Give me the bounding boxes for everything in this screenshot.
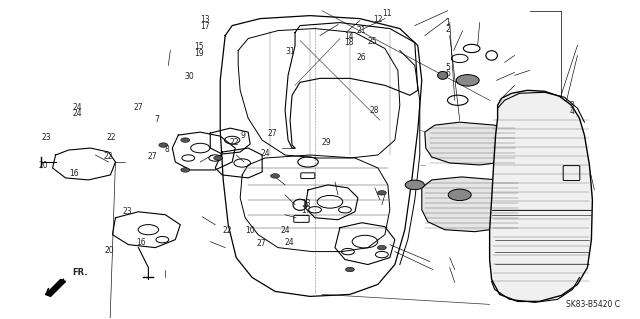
Text: 14: 14 xyxy=(344,32,353,41)
Circle shape xyxy=(405,180,424,190)
Ellipse shape xyxy=(438,71,448,79)
Circle shape xyxy=(159,143,168,147)
Text: 7: 7 xyxy=(155,115,159,124)
Text: 31: 31 xyxy=(285,47,295,56)
Text: 21: 21 xyxy=(356,26,366,35)
Polygon shape xyxy=(422,177,518,232)
Text: 27: 27 xyxy=(147,152,157,161)
Text: 30: 30 xyxy=(184,72,194,81)
Text: 4: 4 xyxy=(570,108,575,116)
Circle shape xyxy=(456,75,479,86)
Text: 9: 9 xyxy=(241,131,246,140)
Text: 24: 24 xyxy=(285,238,294,247)
Text: 22: 22 xyxy=(106,133,116,142)
Polygon shape xyxy=(45,279,65,296)
Circle shape xyxy=(214,156,223,160)
Text: 2: 2 xyxy=(445,25,450,34)
Circle shape xyxy=(271,174,280,178)
Text: 27: 27 xyxy=(134,103,143,112)
Text: 28: 28 xyxy=(369,106,379,115)
Text: 20: 20 xyxy=(38,161,48,170)
Text: 27: 27 xyxy=(257,239,266,248)
Text: 20: 20 xyxy=(104,246,114,255)
Text: 24: 24 xyxy=(72,103,82,112)
Text: 18: 18 xyxy=(344,38,353,47)
Text: 10: 10 xyxy=(245,226,255,235)
Polygon shape xyxy=(490,90,593,301)
Text: 24: 24 xyxy=(72,109,82,118)
Text: 17: 17 xyxy=(200,22,210,31)
Text: 25: 25 xyxy=(367,38,377,47)
Text: 29: 29 xyxy=(321,137,331,146)
Text: 12: 12 xyxy=(372,15,382,24)
Text: 11: 11 xyxy=(382,9,392,18)
Text: 8: 8 xyxy=(164,145,169,154)
Text: SK83-B5420 C: SK83-B5420 C xyxy=(566,300,620,309)
Text: 19: 19 xyxy=(194,48,204,58)
Polygon shape xyxy=(425,122,516,165)
Text: 22: 22 xyxy=(103,152,113,161)
Text: 23: 23 xyxy=(42,133,51,142)
Circle shape xyxy=(181,168,190,172)
Text: 27: 27 xyxy=(268,129,277,137)
Text: 15: 15 xyxy=(194,42,204,51)
Circle shape xyxy=(346,267,355,272)
Text: 5: 5 xyxy=(445,63,450,72)
Text: 13: 13 xyxy=(301,199,311,208)
Text: 23: 23 xyxy=(122,207,132,216)
Text: 24: 24 xyxy=(261,149,271,158)
Text: 16: 16 xyxy=(69,169,79,178)
Text: 1: 1 xyxy=(445,19,450,27)
Text: FR.: FR. xyxy=(72,268,88,277)
Text: 13: 13 xyxy=(200,15,210,24)
Text: 24: 24 xyxy=(280,226,290,235)
Text: 22: 22 xyxy=(223,226,232,235)
Circle shape xyxy=(378,191,387,195)
Circle shape xyxy=(181,138,190,142)
Text: 3: 3 xyxy=(570,101,575,110)
Circle shape xyxy=(378,245,387,250)
Text: 26: 26 xyxy=(356,53,366,62)
Circle shape xyxy=(448,189,471,201)
Text: 16: 16 xyxy=(136,238,146,247)
Text: 17: 17 xyxy=(301,206,311,215)
Text: 22: 22 xyxy=(229,137,239,146)
Text: 6: 6 xyxy=(445,69,450,78)
